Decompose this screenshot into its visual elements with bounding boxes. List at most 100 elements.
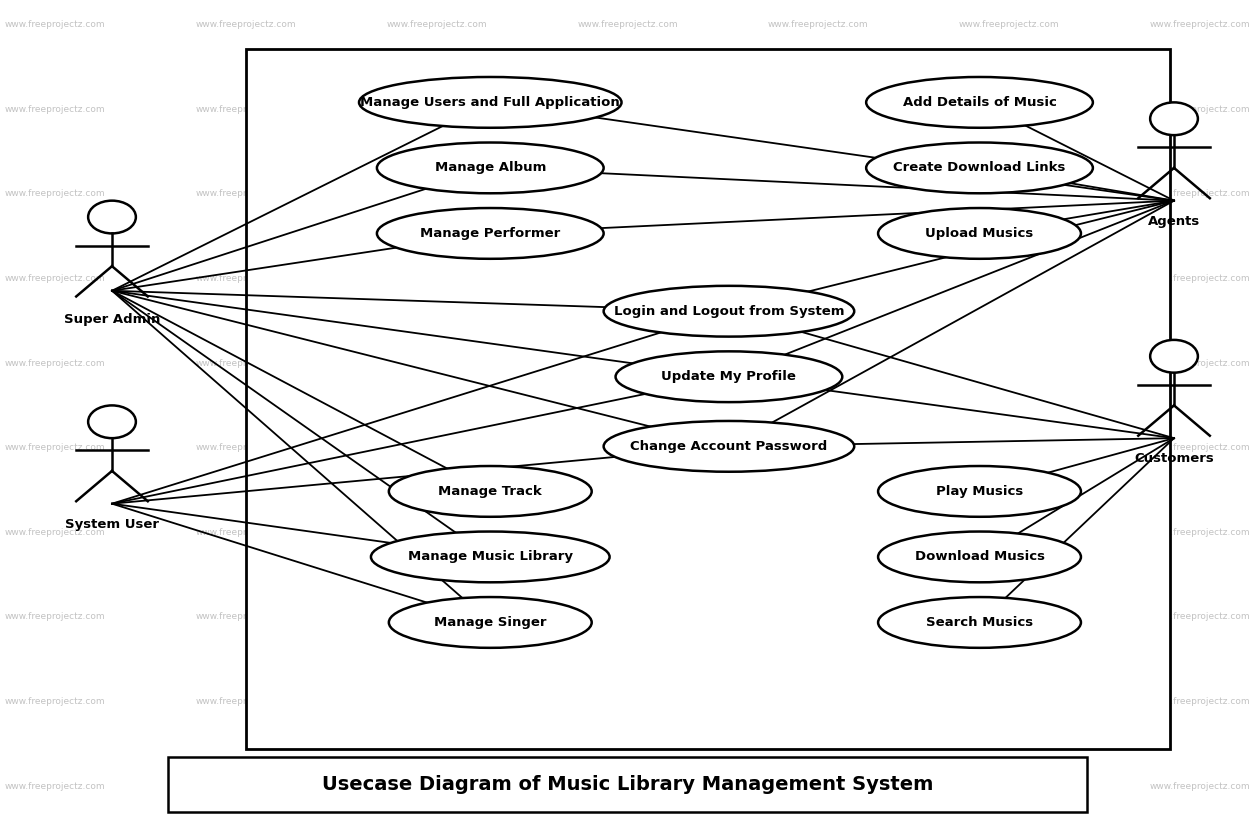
Text: www.freeprojectz.com: www.freeprojectz.com [577, 105, 678, 114]
Text: www.freeprojectz.com: www.freeprojectz.com [387, 274, 487, 283]
Text: www.freeprojectz.com: www.freeprojectz.com [959, 697, 1059, 706]
Text: www.freeprojectz.com: www.freeprojectz.com [5, 782, 105, 790]
Text: Update My Profile: Update My Profile [661, 370, 797, 383]
Text: Add Details of Music: Add Details of Music [902, 96, 1057, 109]
Ellipse shape [359, 77, 621, 128]
Text: Download Musics: Download Musics [915, 550, 1044, 563]
Ellipse shape [878, 466, 1081, 517]
Text: Search Musics: Search Musics [926, 616, 1033, 629]
Text: www.freeprojectz.com: www.freeprojectz.com [196, 20, 296, 29]
Text: www.freeprojectz.com: www.freeprojectz.com [5, 528, 105, 536]
Text: www.freeprojectz.com: www.freeprojectz.com [5, 443, 105, 452]
Text: www.freeprojectz.com: www.freeprojectz.com [577, 528, 678, 536]
Text: www.freeprojectz.com: www.freeprojectz.com [768, 782, 868, 790]
Text: Agents: Agents [1148, 215, 1200, 228]
Ellipse shape [376, 143, 604, 193]
Text: www.freeprojectz.com: www.freeprojectz.com [577, 274, 678, 283]
Text: www.freeprojectz.com: www.freeprojectz.com [5, 105, 105, 114]
Text: www.freeprojectz.com: www.freeprojectz.com [959, 274, 1059, 283]
Text: www.freeprojectz.com: www.freeprojectz.com [768, 359, 868, 368]
Text: www.freeprojectz.com: www.freeprojectz.com [5, 359, 105, 368]
Text: www.freeprojectz.com: www.freeprojectz.com [387, 189, 487, 198]
Text: www.freeprojectz.com: www.freeprojectz.com [387, 105, 487, 114]
Ellipse shape [615, 351, 842, 402]
Text: www.freeprojectz.com: www.freeprojectz.com [196, 105, 296, 114]
Text: Login and Logout from System: Login and Logout from System [614, 305, 845, 318]
Text: www.freeprojectz.com: www.freeprojectz.com [5, 613, 105, 622]
Text: www.freeprojectz.com: www.freeprojectz.com [1150, 189, 1250, 198]
Text: Usecase Diagram of Music Library Management System: Usecase Diagram of Music Library Managem… [321, 775, 934, 794]
Text: System User: System User [65, 518, 159, 531]
Text: Manage Music Library: Manage Music Library [408, 550, 572, 563]
Text: www.freeprojectz.com: www.freeprojectz.com [577, 359, 678, 368]
Text: www.freeprojectz.com: www.freeprojectz.com [1150, 105, 1250, 114]
Ellipse shape [878, 208, 1081, 259]
Text: Play Musics: Play Musics [936, 485, 1023, 498]
Text: www.freeprojectz.com: www.freeprojectz.com [5, 697, 105, 706]
Text: www.freeprojectz.com: www.freeprojectz.com [959, 782, 1059, 790]
Text: Manage Track: Manage Track [438, 485, 542, 498]
Text: www.freeprojectz.com: www.freeprojectz.com [196, 359, 296, 368]
Text: www.freeprojectz.com: www.freeprojectz.com [387, 782, 487, 790]
Ellipse shape [866, 77, 1093, 128]
Text: www.freeprojectz.com: www.freeprojectz.com [768, 528, 868, 536]
Text: www.freeprojectz.com: www.freeprojectz.com [959, 189, 1059, 198]
Text: www.freeprojectz.com: www.freeprojectz.com [768, 443, 868, 452]
Text: www.freeprojectz.com: www.freeprojectz.com [768, 105, 868, 114]
Text: www.freeprojectz.com: www.freeprojectz.com [5, 274, 105, 283]
Circle shape [88, 405, 136, 438]
Text: www.freeprojectz.com: www.freeprojectz.com [387, 359, 487, 368]
Ellipse shape [604, 421, 855, 472]
Text: www.freeprojectz.com: www.freeprojectz.com [577, 20, 678, 29]
Text: www.freeprojectz.com: www.freeprojectz.com [768, 613, 868, 622]
Text: www.freeprojectz.com: www.freeprojectz.com [196, 528, 296, 536]
Ellipse shape [878, 597, 1081, 648]
Text: www.freeprojectz.com: www.freeprojectz.com [768, 189, 868, 198]
Text: www.freeprojectz.com: www.freeprojectz.com [1150, 20, 1250, 29]
Text: www.freeprojectz.com: www.freeprojectz.com [196, 782, 296, 790]
Text: www.freeprojectz.com: www.freeprojectz.com [196, 697, 296, 706]
Text: Super Admin: Super Admin [64, 313, 161, 326]
Text: www.freeprojectz.com: www.freeprojectz.com [577, 613, 678, 622]
Text: www.freeprojectz.com: www.freeprojectz.com [5, 20, 105, 29]
Text: www.freeprojectz.com: www.freeprojectz.com [1150, 528, 1250, 536]
Text: www.freeprojectz.com: www.freeprojectz.com [959, 443, 1059, 452]
Text: Upload Musics: Upload Musics [925, 227, 1034, 240]
Text: www.freeprojectz.com: www.freeprojectz.com [387, 20, 487, 29]
Text: www.freeprojectz.com: www.freeprojectz.com [959, 613, 1059, 622]
Text: www.freeprojectz.com: www.freeprojectz.com [959, 528, 1059, 536]
Text: www.freeprojectz.com: www.freeprojectz.com [196, 443, 296, 452]
Text: www.freeprojectz.com: www.freeprojectz.com [768, 697, 868, 706]
Ellipse shape [878, 532, 1081, 582]
Text: Change Account Password: Change Account Password [630, 440, 827, 453]
Text: www.freeprojectz.com: www.freeprojectz.com [959, 359, 1059, 368]
Text: Manage Singer: Manage Singer [434, 616, 546, 629]
Text: www.freeprojectz.com: www.freeprojectz.com [1150, 613, 1250, 622]
Text: www.freeprojectz.com: www.freeprojectz.com [387, 613, 487, 622]
Text: www.freeprojectz.com: www.freeprojectz.com [387, 528, 487, 536]
Text: Manage Performer: Manage Performer [420, 227, 561, 240]
Circle shape [88, 201, 136, 233]
Text: Manage Album: Manage Album [434, 161, 546, 174]
Text: www.freeprojectz.com: www.freeprojectz.com [577, 782, 678, 790]
Ellipse shape [376, 208, 604, 259]
Text: Manage Users and Full Application: Manage Users and Full Application [360, 96, 620, 109]
Text: Customers: Customers [1135, 452, 1214, 465]
FancyBboxPatch shape [168, 757, 1087, 812]
Text: www.freeprojectz.com: www.freeprojectz.com [959, 20, 1059, 29]
Ellipse shape [866, 143, 1093, 193]
Text: www.freeprojectz.com: www.freeprojectz.com [1150, 697, 1250, 706]
Text: www.freeprojectz.com: www.freeprojectz.com [577, 697, 678, 706]
Text: www.freeprojectz.com: www.freeprojectz.com [5, 189, 105, 198]
Text: www.freeprojectz.com: www.freeprojectz.com [196, 189, 296, 198]
Text: Create Download Links: Create Download Links [894, 161, 1065, 174]
Ellipse shape [389, 597, 591, 648]
Circle shape [1150, 102, 1197, 135]
FancyBboxPatch shape [246, 49, 1171, 749]
Text: www.freeprojectz.com: www.freeprojectz.com [577, 443, 678, 452]
Text: www.freeprojectz.com: www.freeprojectz.com [387, 697, 487, 706]
Text: www.freeprojectz.com: www.freeprojectz.com [768, 274, 868, 283]
Text: www.freeprojectz.com: www.freeprojectz.com [1150, 274, 1250, 283]
Text: www.freeprojectz.com: www.freeprojectz.com [196, 613, 296, 622]
Ellipse shape [604, 286, 855, 337]
